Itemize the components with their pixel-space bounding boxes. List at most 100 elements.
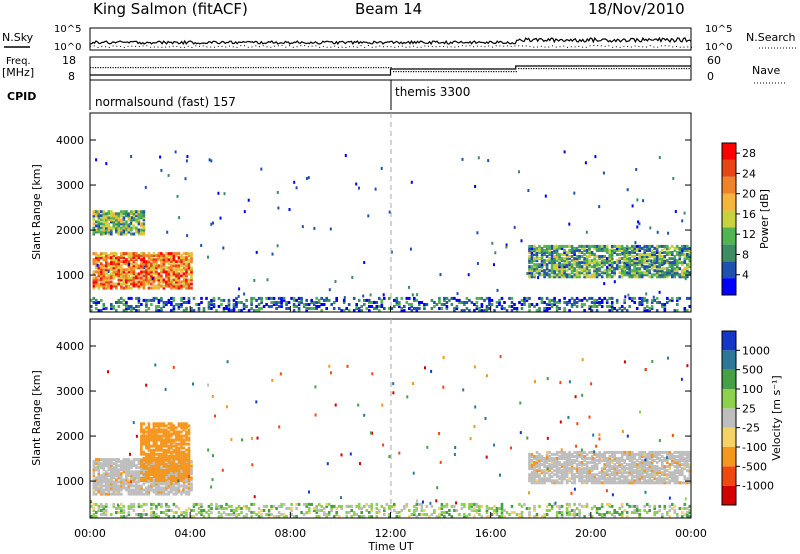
freq-label: Freq. <box>6 56 31 67</box>
range-cell <box>172 468 176 472</box>
range-cell <box>245 504 248 508</box>
range-cell <box>172 482 176 486</box>
range-cell <box>160 256 163 260</box>
range-cell <box>137 466 141 470</box>
scatter-point <box>411 293 414 297</box>
range-cell <box>175 464 178 468</box>
range-cell <box>120 286 123 290</box>
range-cell <box>676 465 679 469</box>
range-cell <box>575 259 579 263</box>
range-cell <box>145 458 148 462</box>
range-cell <box>645 273 649 277</box>
range-cell <box>420 502 424 506</box>
range-cell <box>150 438 153 442</box>
range-cell <box>595 269 599 273</box>
range-cell <box>107 480 111 484</box>
range-cell <box>380 305 384 308</box>
range-cell <box>440 504 444 508</box>
range-cell <box>152 270 156 274</box>
range-cell <box>100 484 103 488</box>
range-cell <box>645 259 649 263</box>
range-cell <box>252 296 256 300</box>
range-cell <box>593 253 596 256</box>
range-cell <box>92 466 96 470</box>
range-cell <box>105 478 108 482</box>
nave-dot <box>585 68 588 70</box>
range-cell <box>165 450 168 454</box>
range-cell <box>555 265 559 269</box>
range-cell <box>545 246 549 250</box>
range-cell <box>545 265 549 269</box>
range-cell <box>157 462 161 466</box>
colorbar-tick-label: 8 <box>742 248 749 261</box>
scatter-point <box>520 239 523 243</box>
range-cell <box>558 475 561 479</box>
nsearch-dot <box>274 45 276 47</box>
range-cell <box>115 274 118 278</box>
range-cell <box>638 261 641 265</box>
range-cell <box>448 298 451 302</box>
range-cell <box>155 266 158 270</box>
range-cell <box>365 509 369 512</box>
range-cell <box>182 486 186 490</box>
range-cell <box>142 422 146 426</box>
range-cell <box>317 298 321 302</box>
range-cell <box>523 298 526 302</box>
range-cell <box>618 481 621 485</box>
range-cell <box>150 511 153 514</box>
nsearch-dot <box>394 46 396 48</box>
range-cell <box>177 258 181 262</box>
range-cell <box>588 467 591 471</box>
range-cell <box>585 452 589 456</box>
range-cell <box>533 463 536 467</box>
range-cell <box>661 275 664 279</box>
range-cell <box>150 264 153 268</box>
range-cell <box>633 249 636 252</box>
scatter-point <box>624 295 627 299</box>
range-cell <box>132 264 136 268</box>
range-cell <box>92 252 96 256</box>
range-cell <box>550 479 554 483</box>
range-cell <box>620 450 624 454</box>
range-cell <box>558 307 561 310</box>
range-cell <box>613 269 616 273</box>
range-cell <box>215 507 218 510</box>
range-cell <box>147 440 151 444</box>
range-cell <box>280 305 283 308</box>
range-cell <box>661 477 664 481</box>
range-cell <box>600 473 604 477</box>
range-cell <box>681 452 684 456</box>
range-cell <box>638 471 641 475</box>
range-cell <box>618 259 621 263</box>
range-cell <box>530 467 534 471</box>
range-cell <box>125 252 128 256</box>
range-cell <box>155 475 158 478</box>
range-cell <box>92 472 96 476</box>
range-cell <box>280 504 283 508</box>
range-cell <box>220 515 223 519</box>
scatter-point <box>207 255 209 259</box>
y-tick-label: 3000 <box>56 179 84 192</box>
range-cell <box>137 462 141 466</box>
nave-dot <box>543 68 545 70</box>
range-cell <box>177 430 181 434</box>
range-cell <box>480 309 484 313</box>
range-cell <box>175 448 178 452</box>
range-cell <box>548 246 551 250</box>
range-cell <box>155 258 158 262</box>
range-cell <box>130 232 133 236</box>
range-cell <box>648 452 651 456</box>
range-cell <box>147 282 151 286</box>
range-cell <box>112 492 116 496</box>
scatter-point <box>636 225 639 229</box>
range-cell <box>110 212 113 216</box>
range-cell <box>553 301 556 304</box>
range-cell <box>681 249 684 252</box>
range-cell <box>105 460 108 464</box>
range-cell <box>500 307 504 310</box>
nave-dot <box>640 68 643 70</box>
range-cell <box>147 278 151 282</box>
range-cell <box>555 273 559 277</box>
range-cell <box>668 251 672 254</box>
range-cell <box>140 444 143 448</box>
